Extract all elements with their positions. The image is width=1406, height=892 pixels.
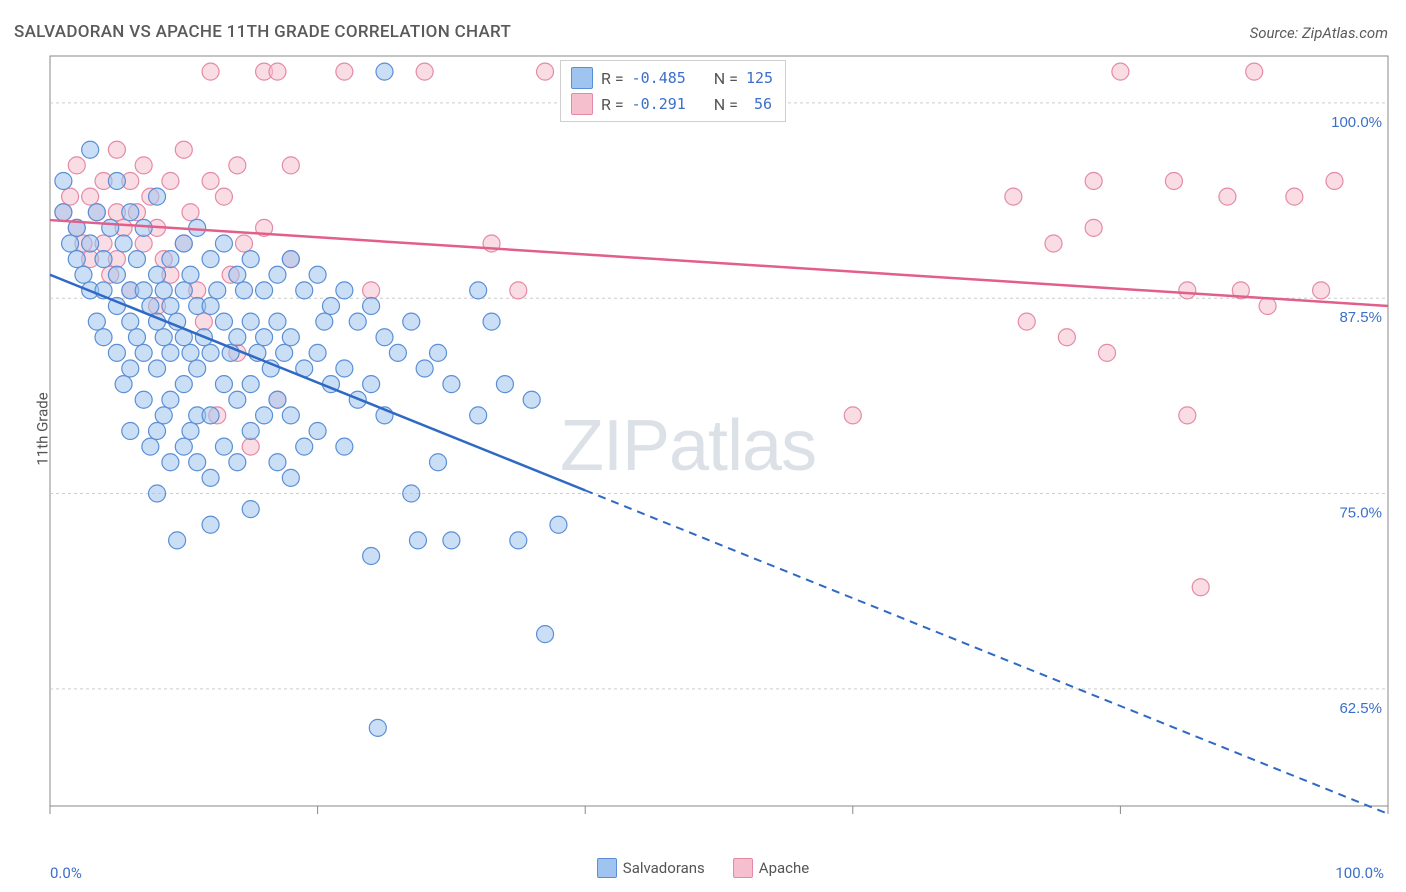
svg-text:87.5%: 87.5%	[1339, 309, 1382, 326]
legend-label-apache: Apache	[759, 859, 809, 877]
stats-row-apache: R = -0.291 N = 56	[571, 91, 773, 117]
svg-text:62.5%: 62.5%	[1339, 700, 1382, 717]
stats-row-salvadorans: R = -0.485 N = 125	[571, 65, 773, 91]
svg-text:75.0%: 75.0%	[1339, 505, 1382, 522]
swatch-salvadorans	[571, 67, 593, 89]
bottom-legend: Salvadorans Apache	[0, 858, 1406, 882]
legend-label-salvadorans: Salvadorans	[623, 859, 705, 877]
legend-item-apache: Apache	[733, 858, 809, 878]
legend-swatch-salvadorans	[597, 858, 617, 878]
chart-title: SALVADORAN VS APACHE 11TH GRADE CORRELAT…	[14, 22, 511, 42]
svg-text:100.0%: 100.0%	[1331, 114, 1382, 131]
swatch-apache	[571, 93, 593, 115]
chart-container: SALVADORAN VS APACHE 11TH GRADE CORRELAT…	[0, 0, 1406, 892]
legend-swatch-apache	[733, 858, 753, 878]
source-attribution: Source: ZipAtlas.com	[1250, 24, 1388, 42]
stats-legend: R = -0.485 N = 125 R = -0.291 N = 56	[560, 60, 786, 122]
watermark: ZIPatlas	[560, 405, 816, 487]
legend-item-salvadorans: Salvadorans	[597, 858, 705, 878]
